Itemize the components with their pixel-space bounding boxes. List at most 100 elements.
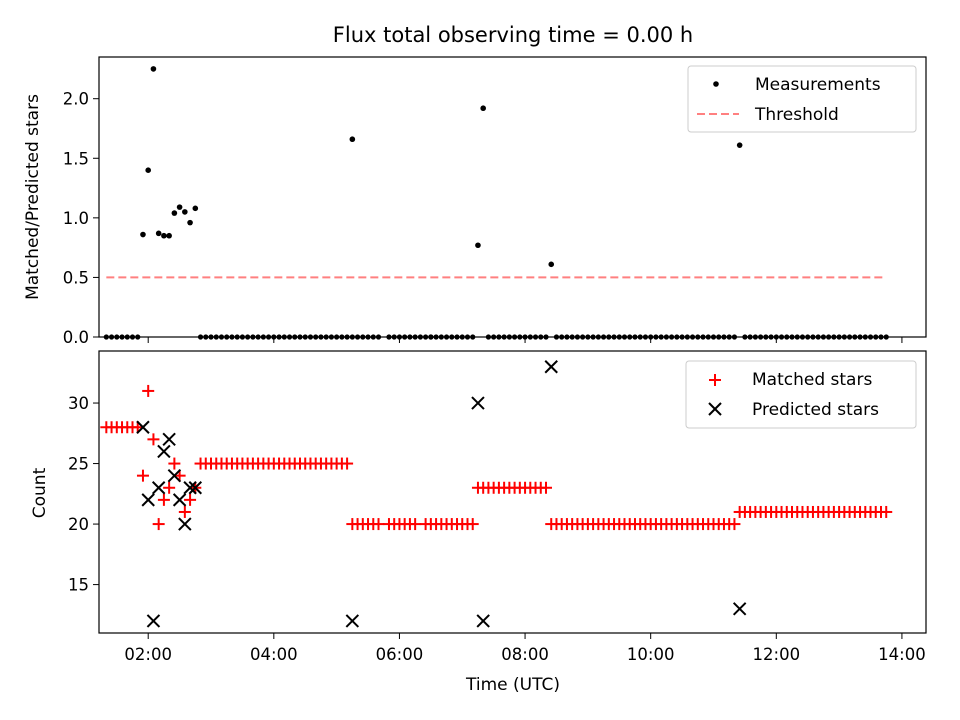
legend-matched-marker: [709, 374, 721, 386]
predicted-star-point: [172, 493, 187, 507]
bottom-x-tick-label: 14:00: [878, 645, 926, 664]
count-panel: 15 20 25 30 02:00 04:00 06:00 08:00 10:00 12:00 1…: [30, 350, 927, 695]
bottom-y-axis-label: Count: [30, 467, 50, 518]
predicted-star-stroke-b: [732, 602, 747, 616]
matched-star-point: [466, 518, 479, 531]
predicted-star-stroke-b: [476, 614, 490, 628]
predicted-star-point: [476, 614, 490, 628]
bottom-x-tick-label: 08:00: [501, 645, 549, 664]
predicted-star-point: [345, 614, 360, 628]
predicted-star-stroke-b: [178, 517, 192, 531]
predicted-star-point: [151, 481, 166, 495]
chart-title: Flux total observing time = 0.00 h: [333, 23, 693, 47]
predicted-star-stroke-b: [141, 493, 155, 507]
top-legend-box: [687, 65, 917, 133]
top-axes-frame: [98, 56, 927, 338]
predicted-star-point: [141, 493, 155, 507]
predicted-star-stroke-b: [151, 481, 166, 495]
measurement-point: [171, 210, 178, 216]
matched-star-point: [147, 433, 160, 446]
predicted-star-stroke-b: [471, 396, 485, 410]
predicted-star-point: [136, 420, 150, 434]
bottom-y-tick-label: 20: [68, 515, 89, 534]
bottom-axes-frame: [98, 350, 927, 634]
top-legend: Measurements Threshold: [687, 65, 917, 133]
predicted-star-stroke-b: [172, 493, 187, 507]
matched-star-point: [163, 481, 176, 494]
top-y-tick-label: 2.0: [63, 90, 89, 109]
predicted-stars-series: [136, 360, 747, 628]
bottom-x-tick-label: 12:00: [753, 645, 801, 664]
bottom-y-tick-label: 25: [68, 455, 89, 474]
matched-star-point: [539, 481, 552, 494]
legend-matched-label: Matched stars: [752, 370, 872, 390]
x-axis-label: Time (UTC): [465, 675, 560, 695]
bottom-y-tick-label: 15: [68, 576, 89, 595]
predicted-star-point: [146, 614, 161, 628]
bottom-x-axis: 02:00 04:00 06:00 08:00 10:00 12:00 14:00: [124, 633, 926, 664]
matched-star-point: [372, 518, 385, 531]
predicted-star-stroke-b: [183, 481, 197, 495]
matched-star-point: [184, 493, 197, 506]
legend-predicted-label: Predicted stars: [752, 400, 879, 420]
measurement-point: [187, 219, 193, 226]
matched-star-point: [136, 469, 149, 482]
predicted-star-point: [471, 396, 485, 410]
predicted-star-stroke-b: [544, 360, 558, 374]
flux-panel: 0.00.51.01.52.0 Matched/Predicted stars …: [23, 56, 927, 347]
matched-star-point: [341, 457, 354, 470]
measurement-point: [140, 231, 146, 238]
matched-star-point: [157, 493, 170, 506]
top-y-axis: 0.0 0.5 1.0 1.5 2.0: [63, 90, 99, 347]
predicted-star-point: [188, 481, 203, 495]
measurement-point: [475, 242, 481, 249]
bottom-x-tick-label: 04:00: [250, 645, 298, 664]
bottom-y-axis: 15 20 25 30: [68, 394, 99, 595]
bottom-y-tick-label: 30: [68, 394, 89, 413]
measurement-point: [176, 204, 183, 210]
matched-star-point: [152, 518, 165, 531]
measurement-point: [161, 232, 167, 239]
matched-star-point: [168, 457, 181, 470]
predicted-star-stroke-b: [136, 420, 150, 434]
measurement-point: [182, 209, 188, 215]
bottom-x-tick-label: 06:00: [376, 645, 424, 664]
measurement-point: [736, 142, 743, 148]
top-y-tick-label: 1.0: [63, 209, 89, 228]
predicted-star-stroke-b: [146, 614, 161, 628]
legend-threshold-label: Threshold: [754, 105, 839, 125]
bottom-legend: Matched stars Predicted stars: [685, 360, 917, 429]
top-y-tick-label: 0.0: [63, 328, 89, 347]
predicted-star-stroke-b: [157, 444, 171, 459]
top-y-axis-label: Matched/Predicted stars: [23, 94, 43, 300]
legend-predicted-marker: [708, 402, 722, 416]
measurement-point: [349, 136, 356, 143]
matched-star-point: [728, 518, 741, 531]
bottom-x-tick-label: 02:00: [124, 645, 172, 664]
matched-stars-series: [100, 384, 893, 531]
predicted-star-stroke-b: [188, 481, 203, 495]
top-y-tick-label: 0.5: [63, 268, 89, 287]
measurement-point: [192, 205, 199, 212]
measurement-point: [166, 232, 172, 239]
predicted-star-point: [178, 517, 192, 531]
predicted-star-point: [732, 602, 747, 616]
matched-star-point: [880, 505, 893, 518]
predicted-star-stroke-b: [345, 614, 360, 628]
predicted-star-point: [157, 444, 171, 459]
measurement-point: [548, 261, 555, 268]
predicted-star-point: [544, 360, 558, 374]
matched-star-point: [178, 505, 191, 518]
predicted-star-stroke-b: [167, 468, 182, 483]
predicted-star-point: [183, 481, 197, 495]
matched-star-point: [142, 384, 155, 397]
bottom-x-tick-label: 10:00: [627, 645, 675, 664]
measurement-point: [480, 105, 486, 112]
legend-measurements-label: Measurements: [755, 75, 881, 95]
predicted-star-stroke-b: [162, 432, 176, 447]
measurement-point: [155, 230, 162, 237]
measurement-point: [145, 167, 152, 173]
legend-measurements-marker: [713, 81, 719, 87]
matched-star-point: [409, 518, 422, 531]
